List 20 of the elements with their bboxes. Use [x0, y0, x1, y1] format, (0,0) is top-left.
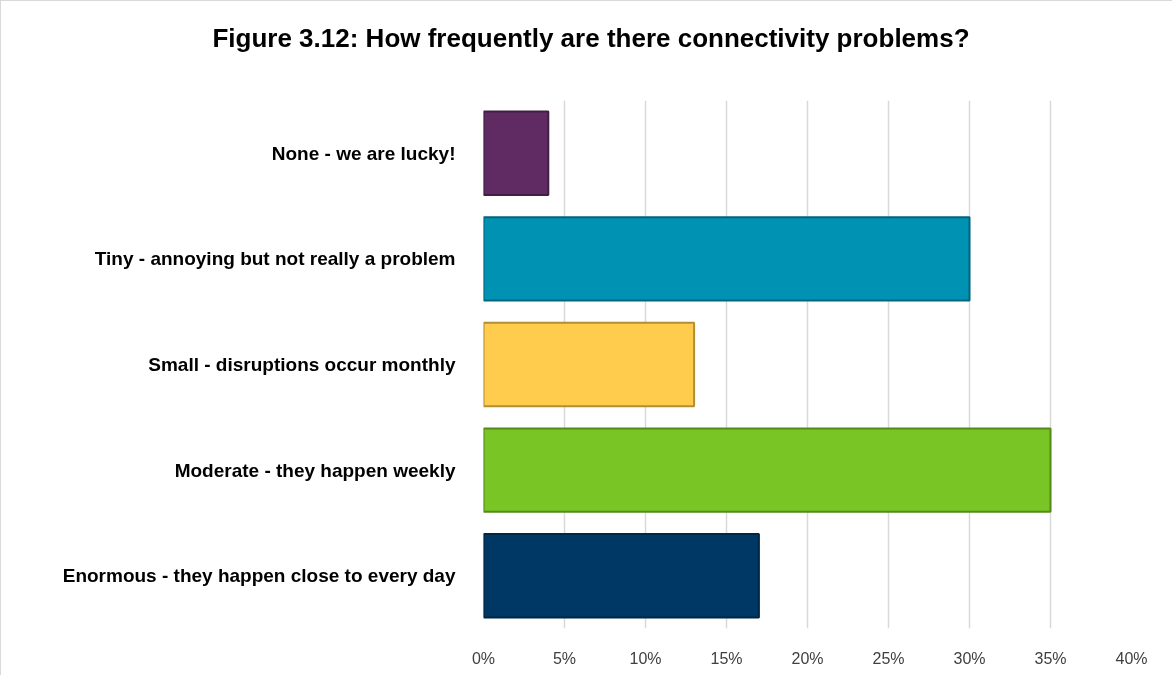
- bar: [483, 427, 1052, 513]
- x-tick-label: 10%: [629, 649, 662, 667]
- y-tick-label: None - we are lucky!: [271, 142, 456, 164]
- bar: [483, 110, 550, 197]
- x-tick-label: 20%: [791, 649, 824, 667]
- bar: [483, 216, 971, 302]
- y-tick-label: Enormous - they happen close to every day: [62, 565, 456, 587]
- x-tick-label: 15%: [710, 649, 743, 667]
- x-tick-label: 0%: [471, 649, 496, 667]
- x-tick-label: 30%: [953, 649, 986, 667]
- bar: [483, 532, 760, 619]
- x-tick-label: 25%: [872, 649, 905, 667]
- x-tick-label: 40%: [1115, 649, 1148, 667]
- x-tick-label: 35%: [1034, 649, 1067, 667]
- y-tick-label: Small - disruptions occur monthly: [148, 354, 456, 375]
- chart-title: Figure 3.12: How frequently are there connectivity problems?: [212, 22, 970, 55]
- bar: [483, 321, 696, 408]
- y-tick-label: Moderate - they happen weekly: [174, 459, 456, 481]
- x-tick-label: 5%: [552, 649, 577, 667]
- y-tick-label: Tiny - annoying but not really a problem: [94, 248, 456, 270]
